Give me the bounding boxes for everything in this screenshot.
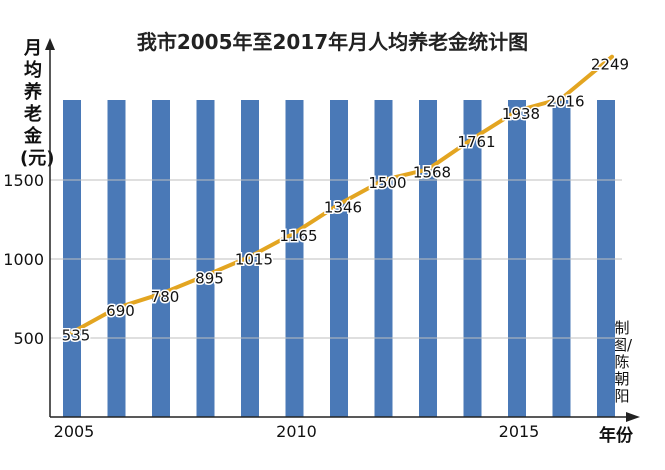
y-axis-arrow	[45, 38, 55, 50]
series-line	[70, 54, 614, 335]
data-label-2017: 2249	[591, 56, 629, 74]
y-tick-label-500: 500	[13, 329, 44, 348]
y-axis-label: 月均养老金(元)	[20, 38, 55, 169]
data-label-2009: 1015	[235, 251, 273, 269]
data-label-2006: 690	[106, 302, 135, 320]
data-label-2016: 2016	[546, 92, 584, 110]
data-label-2008: 895	[195, 270, 224, 288]
x-tick-label-2010: 2010	[276, 422, 317, 441]
chart-title: 我市2005年至2017年月人均养老金统计图	[136, 30, 529, 54]
data-label-2012: 1500	[368, 174, 406, 192]
data-label-2011: 1346	[324, 198, 362, 216]
credit-label: 制图/陈朝阳	[612, 319, 633, 405]
data-label-2005: 535	[62, 326, 91, 344]
y-tick-label-1000: 1000	[3, 250, 44, 269]
y-tick-label-1500: 1500	[3, 171, 44, 190]
x-axis-arrow	[626, 412, 640, 422]
data-label-2007: 780	[151, 288, 180, 306]
data-label-2015: 1938	[502, 105, 540, 123]
data-label-2014: 1761	[457, 133, 495, 151]
data-label-2010: 1165	[279, 227, 317, 245]
x-tick-label-2005: 2005	[54, 422, 95, 441]
x-axis-label: 年份	[599, 426, 633, 446]
data-label-2013: 1568	[413, 163, 451, 181]
x-tick-label-2015: 2015	[499, 422, 540, 441]
